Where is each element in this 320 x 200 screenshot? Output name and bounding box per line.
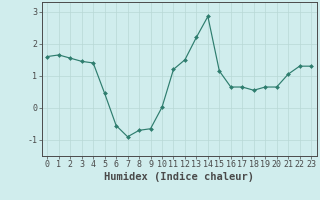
X-axis label: Humidex (Indice chaleur): Humidex (Indice chaleur) [104,172,254,182]
